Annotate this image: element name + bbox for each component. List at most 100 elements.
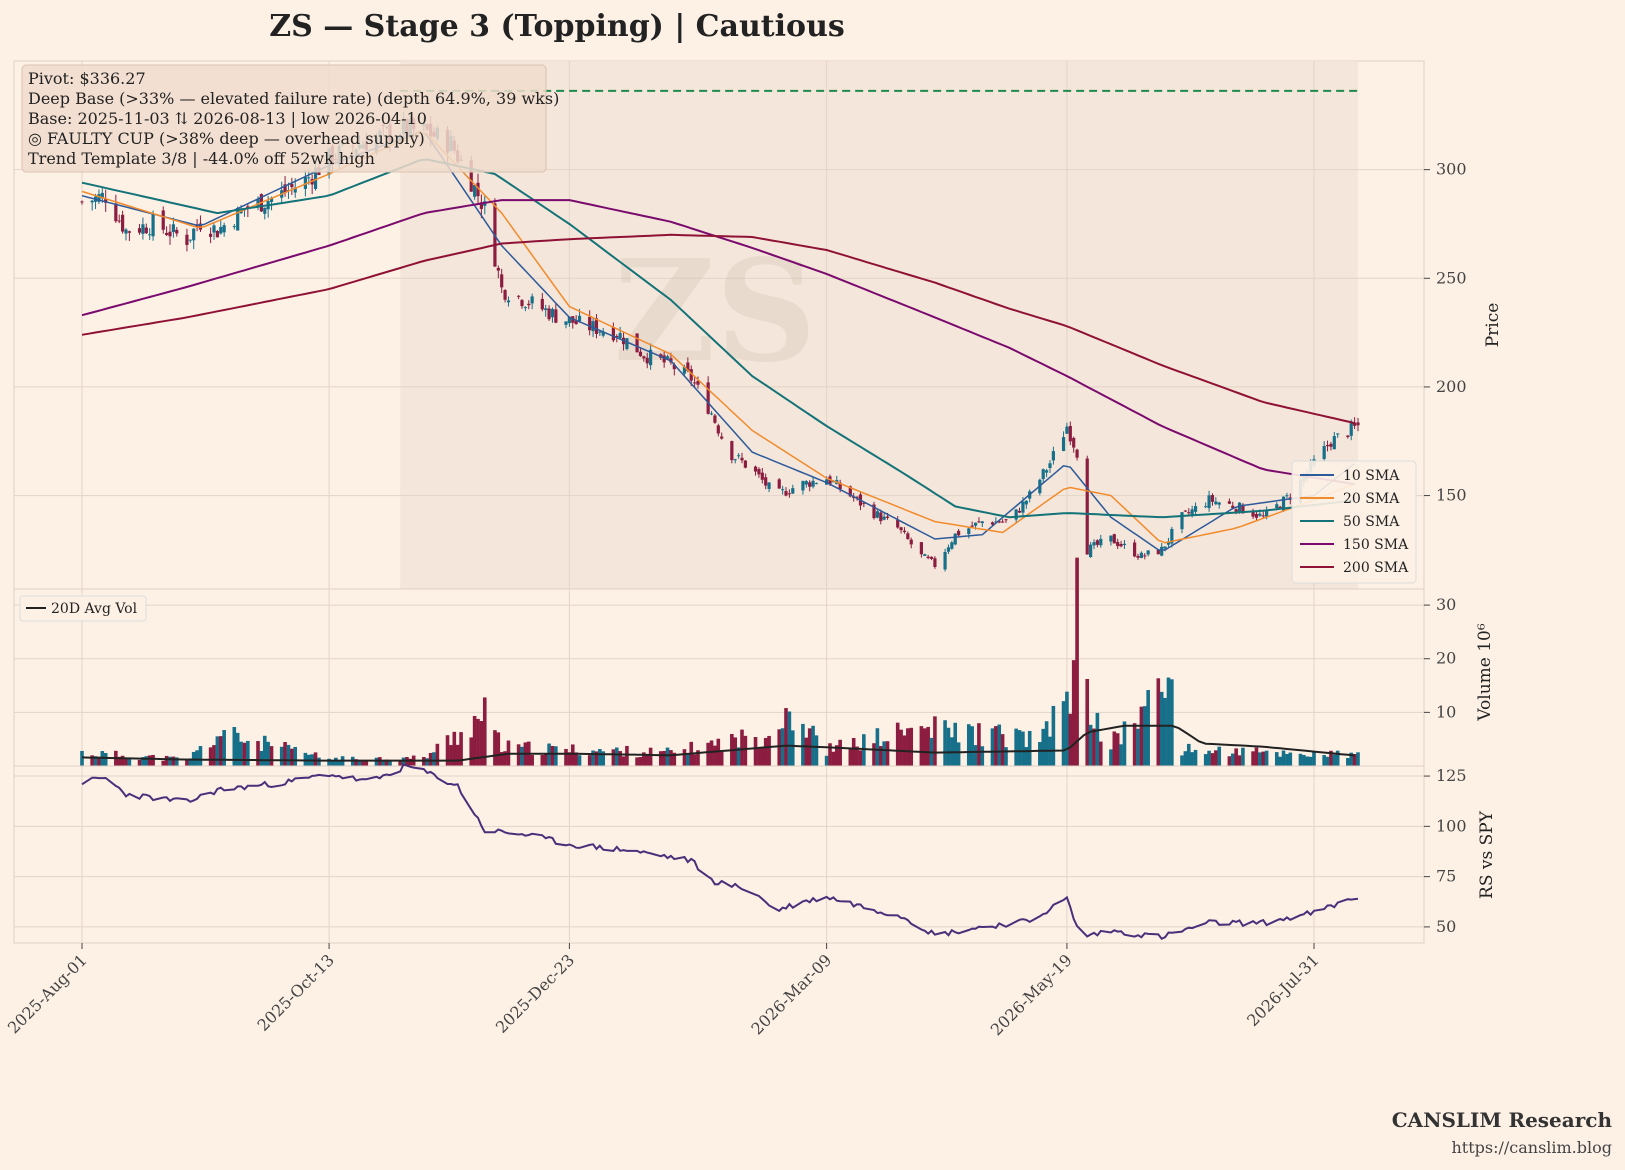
candle-body (476, 182, 480, 197)
candle-body (547, 308, 551, 320)
volume-bar (1234, 748, 1238, 766)
sma-lines (81, 130, 1356, 551)
candle-body (804, 481, 808, 485)
candle-body (994, 521, 998, 523)
candle-body (141, 224, 145, 234)
volume-bar (1071, 660, 1076, 766)
candle-body (1163, 546, 1167, 549)
volume-bar (1119, 744, 1123, 766)
candle-body (1336, 433, 1340, 435)
avg-vol-legend-bg (19, 595, 147, 622)
y-tick-label: 150 (1436, 486, 1467, 505)
x-tick-label: 2025-Aug-01 (4, 950, 91, 1037)
volume-bar (493, 730, 497, 766)
volume-bar (151, 754, 155, 766)
volume-bar (103, 753, 108, 766)
candle-body (1166, 541, 1171, 545)
ticker-watermark: ZS (613, 230, 816, 394)
sma-legend-bg (1291, 460, 1417, 584)
candle-body (1170, 528, 1174, 544)
volume-bar (574, 752, 578, 766)
candle-body (1325, 444, 1330, 447)
candle-body (737, 455, 741, 457)
candle-body (990, 522, 995, 525)
volume-bar (1210, 753, 1215, 766)
candle-body (1237, 502, 1242, 514)
candle-body (209, 233, 213, 237)
volume-bar (242, 742, 247, 766)
candle-body (862, 502, 866, 504)
candle-body (469, 160, 473, 192)
volume-bar (459, 732, 463, 766)
candle-body (787, 493, 791, 495)
volume-bar (591, 750, 595, 766)
rs-line (81, 763, 1359, 941)
candle-body (760, 472, 764, 480)
candle-body (1160, 546, 1164, 556)
volume-bar (1122, 721, 1127, 766)
candle-body (1254, 513, 1259, 518)
candle-body (882, 516, 886, 520)
volume-bar (1115, 733, 1120, 766)
candle-body (946, 547, 951, 552)
candle-body (1041, 469, 1045, 480)
candle-body (791, 488, 795, 494)
y-tick-label: 20 (1436, 649, 1456, 668)
candle-body (1095, 540, 1099, 545)
volume-ticks: 10 20 30 (1424, 595, 1456, 721)
candle-body (1231, 505, 1235, 509)
volume-bar (286, 744, 291, 766)
candle-body (168, 231, 172, 237)
candle-body (642, 356, 646, 359)
candle-body (625, 338, 629, 349)
candle-body (1156, 549, 1160, 555)
volume-bar (1203, 754, 1208, 766)
volume-bar (787, 711, 792, 766)
volume-bar (141, 757, 145, 766)
volume-bar (1098, 741, 1103, 766)
sma-legend: 10 SMA 20 SMA 50 SMA 150 SMA 200 SMA (1291, 460, 1417, 584)
volume-bar (408, 758, 413, 766)
volume-bar (185, 759, 189, 766)
candle-body (124, 229, 128, 234)
candle-body (709, 413, 714, 415)
candle-body (1109, 535, 1113, 542)
candle-body (564, 321, 568, 325)
candle-body (814, 483, 819, 485)
volume-bar (174, 757, 179, 766)
volume-bar (621, 756, 626, 766)
volume-bar (1170, 679, 1174, 766)
volume-bar (716, 738, 721, 766)
candle-body (784, 491, 788, 496)
candle-body (706, 382, 710, 414)
candle-body (926, 556, 930, 559)
candle-body (1322, 446, 1326, 459)
y-tick-label: 250 (1436, 268, 1467, 287)
candle-body (232, 226, 236, 228)
volume-bar (1139, 706, 1144, 766)
candle-body (953, 533, 957, 545)
candle-body (567, 316, 571, 324)
volume-bar (642, 752, 646, 766)
volume-bar (784, 708, 788, 766)
brand-url: https://canslim.blog (1451, 1138, 1612, 1157)
volume-bar (188, 758, 193, 766)
candle-body (1227, 501, 1231, 504)
candle-body (1099, 538, 1103, 546)
volume-bar (361, 761, 365, 766)
volume-bar (445, 735, 450, 766)
volume-bar (858, 750, 863, 766)
candle-body (919, 542, 923, 555)
volume-bar (1322, 755, 1326, 766)
volume-bar (682, 749, 687, 766)
candle-body (767, 482, 771, 489)
candle-body (1234, 509, 1238, 512)
volume-bar (334, 757, 338, 766)
volume-bar (956, 742, 961, 766)
volume-bar (933, 716, 937, 766)
candle-body (855, 496, 859, 498)
volume-bar (943, 720, 947, 766)
volume-bar (564, 748, 568, 766)
volume-bar (218, 736, 223, 766)
candle-body (527, 303, 531, 306)
